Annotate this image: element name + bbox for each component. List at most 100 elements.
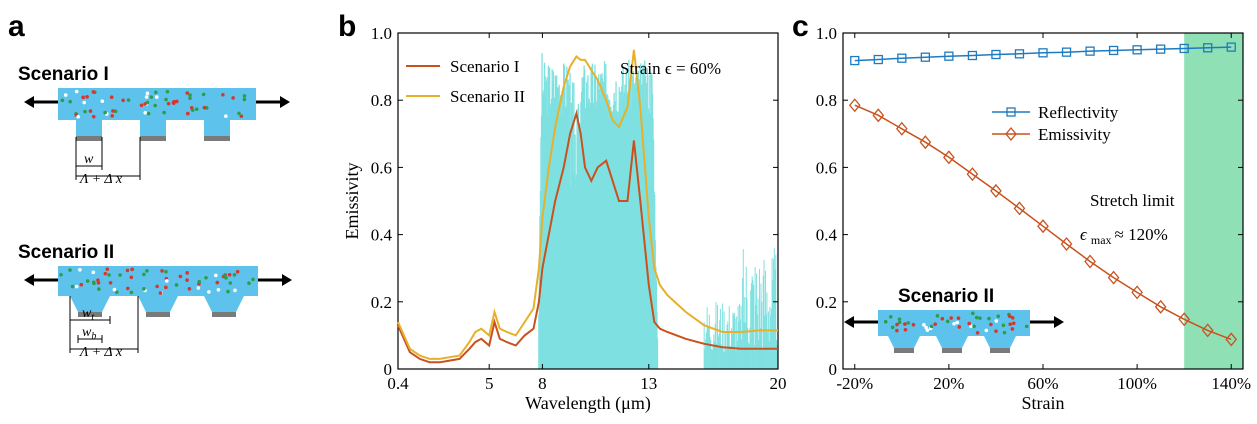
legend-label-2: Scenario II (450, 87, 525, 106)
grating-base (140, 136, 166, 141)
particle (85, 95, 89, 99)
particle (126, 286, 130, 291)
particle (974, 315, 979, 320)
emissivity-point (1060, 236, 1073, 252)
particle (231, 96, 235, 100)
particle (215, 280, 220, 285)
particle (91, 90, 96, 94)
particle (194, 107, 199, 111)
particle (158, 291, 163, 295)
emissivity-point (919, 135, 932, 150)
reflectivity-point (1155, 44, 1166, 54)
emissivity-point (872, 108, 885, 123)
stretch-limit-region (1184, 33, 1243, 369)
particle (153, 103, 157, 108)
particle (989, 322, 993, 327)
particle (237, 111, 241, 116)
panel-a-schematics: Scenario I w Λ + Δ x Scenario II wt wb Λ… (18, 64, 292, 360)
grating-ridge (70, 296, 110, 312)
particle (1002, 330, 1007, 335)
grating-base (204, 136, 230, 141)
panel-c-strain-chart: -20% 20% 60% 100% 140% 0 0.2 0.4 0.6 0.8 1.0 Strain… (816, 24, 1251, 413)
particle (91, 114, 96, 119)
particle (978, 316, 982, 320)
particle (957, 325, 962, 329)
strain-annotation: Strain ϵ = 60% (620, 59, 721, 78)
x-axis-label: Wavelength (μm) (525, 393, 651, 414)
emissivity-point (1178, 312, 1191, 327)
particle (74, 89, 79, 94)
particle (60, 98, 65, 103)
particle (897, 320, 902, 325)
particle (108, 281, 113, 285)
reflectivity-point (1226, 42, 1236, 52)
dim-pitch-1: Λ + Δ x (78, 172, 123, 187)
particle (196, 286, 201, 290)
particle (239, 114, 244, 119)
particle (83, 109, 87, 114)
series-line-emissivity (854, 104, 1232, 341)
particle (178, 274, 183, 279)
particle (221, 92, 225, 97)
grating-base (894, 348, 914, 353)
grating-ridge (140, 120, 166, 136)
particle (224, 114, 228, 118)
particle (81, 95, 85, 100)
scenario-2-inset (844, 310, 1064, 353)
particle (130, 267, 134, 272)
grating-base (942, 348, 962, 353)
particle (226, 289, 230, 294)
particle (242, 94, 247, 98)
particle (895, 328, 899, 333)
particle (227, 272, 232, 277)
particle (107, 273, 111, 277)
particle (165, 89, 170, 94)
grating-base (78, 312, 102, 317)
legend-marker (1005, 126, 1017, 142)
plot-frame (397, 32, 779, 370)
grating-ridge (936, 336, 968, 348)
particle (82, 100, 86, 105)
particle (1010, 327, 1015, 331)
particle (143, 110, 148, 115)
particle (174, 283, 179, 287)
particle (969, 324, 973, 328)
particle (1008, 322, 1013, 326)
particle (994, 329, 998, 333)
y-tick-label: 0.2 (371, 293, 392, 312)
x-tick-label: 140% (1211, 374, 1251, 393)
legend-marker (1006, 107, 1016, 117)
particle (1007, 314, 1012, 318)
emissivity-point (1201, 323, 1214, 338)
reflectivity-point (991, 49, 1001, 60)
particle (996, 314, 1001, 318)
particle (185, 278, 189, 282)
legend-label-1: Scenario I (450, 57, 520, 76)
particle (190, 108, 195, 112)
particle (109, 95, 114, 99)
reflectivity-point (1132, 45, 1142, 55)
particle (78, 268, 82, 272)
particle (197, 279, 202, 284)
particle (121, 98, 125, 103)
particle (945, 319, 950, 324)
particle (105, 267, 110, 271)
particle (76, 114, 80, 119)
particle (165, 279, 169, 283)
film-layer (58, 266, 258, 296)
particle (174, 99, 179, 104)
particle (233, 288, 237, 293)
particle (216, 287, 221, 292)
legend-label-2: Emissivity (1038, 125, 1111, 144)
particle (160, 269, 164, 273)
y-tick-label: 0.2 (816, 293, 837, 312)
x-tick-label: 60% (1027, 374, 1058, 393)
reflectivity-point (850, 55, 860, 66)
particle (935, 314, 940, 318)
particle (897, 317, 902, 321)
left-arrow-head (24, 274, 34, 286)
dim-w: w (84, 152, 94, 167)
particle (933, 322, 938, 326)
panel-letter-c: c (792, 10, 809, 43)
